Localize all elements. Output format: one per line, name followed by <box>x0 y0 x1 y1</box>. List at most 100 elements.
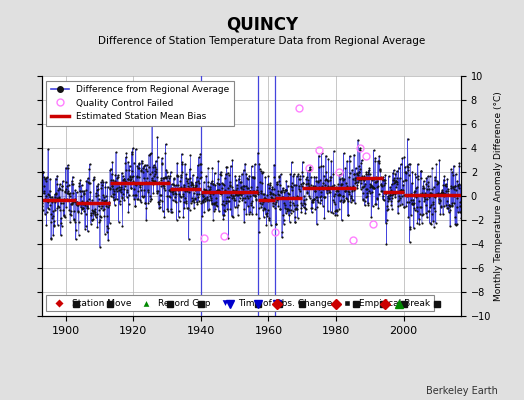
Point <box>159 182 167 188</box>
Point <box>55 194 63 200</box>
Point <box>228 184 236 191</box>
Point <box>94 192 102 198</box>
Point <box>274 203 282 209</box>
Point <box>441 191 449 198</box>
Point <box>372 201 380 208</box>
Point <box>332 207 340 213</box>
Point <box>361 202 369 209</box>
Point <box>334 192 342 198</box>
Point <box>325 186 333 192</box>
Point <box>56 181 64 187</box>
Point <box>51 194 60 200</box>
Point <box>286 198 294 205</box>
Point <box>347 195 355 202</box>
Point <box>51 175 60 182</box>
Point <box>140 163 148 170</box>
Point <box>275 174 283 180</box>
Point <box>340 196 348 203</box>
Point <box>305 168 313 174</box>
Point <box>173 187 182 193</box>
Point <box>265 215 274 222</box>
Point <box>123 187 132 194</box>
Point <box>154 198 162 205</box>
Point <box>424 173 432 180</box>
Point <box>99 178 107 185</box>
Point <box>243 192 252 199</box>
Point <box>56 207 64 213</box>
Point <box>72 189 81 196</box>
Point <box>288 187 296 193</box>
Point <box>373 184 381 190</box>
Point <box>272 220 280 227</box>
Point <box>172 191 180 197</box>
Point <box>47 219 56 225</box>
Point <box>234 202 242 208</box>
Point <box>189 183 198 190</box>
Point <box>285 212 293 218</box>
Point <box>444 190 453 197</box>
Point <box>193 191 201 198</box>
Point <box>96 244 104 250</box>
Point <box>150 172 159 179</box>
Point <box>191 184 200 190</box>
Point <box>332 184 340 190</box>
Point <box>439 211 447 218</box>
Point <box>350 152 358 158</box>
Point <box>57 220 66 226</box>
Point <box>100 206 108 212</box>
Point <box>72 227 80 233</box>
Point <box>362 186 370 192</box>
Point <box>203 207 212 213</box>
Point <box>114 174 122 180</box>
Point <box>379 193 387 199</box>
Point <box>181 198 190 204</box>
Point <box>162 169 171 175</box>
Point <box>304 181 313 188</box>
Point <box>88 216 96 223</box>
Point <box>216 191 225 198</box>
Point <box>59 199 67 206</box>
Point <box>117 184 125 190</box>
Point <box>234 192 243 198</box>
Point <box>279 185 287 191</box>
Point <box>135 160 143 166</box>
Point <box>42 222 51 228</box>
Point <box>392 178 400 184</box>
Point <box>194 194 202 200</box>
Point <box>409 200 418 206</box>
Point <box>256 190 265 196</box>
Point <box>301 210 310 216</box>
Point <box>422 181 430 187</box>
Point <box>264 173 272 179</box>
Point <box>404 214 412 220</box>
Point <box>280 202 289 208</box>
Point <box>163 173 172 180</box>
Point <box>401 177 410 183</box>
Point <box>435 157 444 163</box>
Point <box>287 183 296 190</box>
Point <box>385 196 394 203</box>
Point <box>377 182 386 189</box>
Point <box>115 180 123 187</box>
Point <box>354 163 363 169</box>
Point <box>93 211 101 217</box>
Point <box>402 203 410 209</box>
Point <box>177 194 185 200</box>
Point <box>456 202 464 209</box>
Point <box>401 163 409 170</box>
Point <box>130 196 138 202</box>
Point <box>138 194 147 200</box>
Point <box>143 174 151 181</box>
Point <box>400 154 409 160</box>
Point <box>262 222 270 228</box>
Point <box>201 195 210 201</box>
Point <box>436 204 445 210</box>
Point <box>364 169 373 175</box>
Point <box>445 202 453 209</box>
Point <box>40 176 49 182</box>
Point <box>327 173 335 180</box>
Point <box>332 207 341 214</box>
Point <box>140 162 149 168</box>
Point <box>368 183 376 189</box>
Point <box>187 199 195 206</box>
